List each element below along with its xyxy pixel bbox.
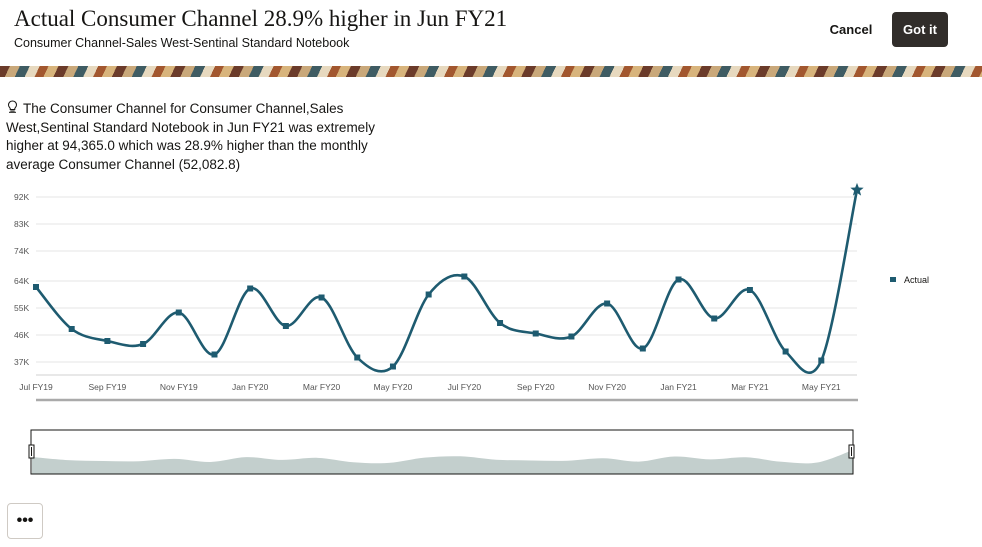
decorative-banner (0, 66, 982, 77)
data-point[interactable] (33, 284, 39, 290)
data-point-star[interactable] (850, 182, 864, 196)
page-title: Actual Consumer Channel 28.9% higher in … (14, 6, 508, 31)
legend-swatch (890, 277, 896, 282)
y-tick-label: 46K (14, 330, 29, 340)
data-point[interactable] (389, 363, 396, 370)
x-tick-label: Sep FY20 (517, 382, 555, 392)
data-point[interactable] (675, 276, 682, 283)
data-point[interactable] (104, 338, 111, 344)
line-chart: 37K 46K 55K 64K 74K 83K 92K Jul FY19 Sep FY19 No… (14, 182, 929, 402)
data-point[interactable] (532, 330, 539, 337)
x-tick-label: Sep FY19 (88, 382, 126, 392)
data-point[interactable] (354, 354, 361, 361)
data-point[interactable] (247, 285, 254, 292)
data-point[interactable] (497, 320, 504, 326)
data-point[interactable] (461, 273, 468, 280)
got-it-button[interactable]: Got it (892, 12, 948, 47)
data-point[interactable] (425, 291, 432, 298)
data-point[interactable] (639, 345, 646, 352)
page-subtitle: Consumer Channel-Sales West-Sentinal Sta… (14, 36, 350, 50)
data-point[interactable] (68, 326, 75, 332)
more-actions-button[interactable]: ••• (7, 503, 43, 539)
data-point[interactable] (818, 357, 825, 364)
y-tick-label: 92K (14, 192, 29, 202)
x-tick-label: Mar FY20 (303, 382, 341, 392)
y-tick-label: 55K (14, 303, 29, 313)
y-tick-label: 37K (14, 357, 29, 367)
x-tick-label: Nov FY20 (588, 382, 626, 392)
data-point[interactable] (604, 300, 611, 307)
x-tick-label: May FY20 (374, 382, 413, 392)
y-tick-label: 83K (14, 219, 29, 229)
data-point[interactable] (140, 341, 147, 347)
x-tick-label: Jan FY20 (232, 382, 269, 392)
data-point[interactable] (282, 323, 289, 329)
y-tick-label: 74K (14, 246, 29, 256)
overview-area (32, 449, 853, 474)
data-point[interactable] (711, 315, 718, 322)
x-tick-label: Jul FY20 (448, 382, 482, 392)
x-tick-label: Jul FY19 (19, 382, 53, 392)
legend-label: Actual (904, 275, 929, 285)
data-point[interactable] (782, 348, 789, 355)
overview-range-selector[interactable] (0, 425, 982, 485)
x-tick-label: Mar FY21 (731, 382, 769, 392)
data-point[interactable] (746, 287, 753, 293)
insight-body: The Consumer Channel for Consumer Channe… (6, 101, 375, 172)
data-point[interactable] (175, 309, 182, 316)
data-point[interactable] (568, 333, 575, 340)
cancel-button[interactable]: Cancel (820, 14, 882, 44)
y-tick-label: 64K (14, 276, 29, 286)
legend: Actual (890, 275, 929, 285)
lightbulb-icon (6, 100, 20, 119)
x-tick-label: Jan FY21 (660, 382, 697, 392)
data-point[interactable] (211, 351, 218, 358)
x-tick-label: May FY21 (802, 382, 841, 392)
range-handle-left[interactable] (28, 444, 35, 459)
range-handle-right[interactable] (848, 444, 855, 459)
x-tick-label: Nov FY19 (160, 382, 198, 392)
data-point[interactable] (318, 294, 325, 301)
insight-text: The Consumer Channel for Consumer Channe… (6, 100, 378, 174)
